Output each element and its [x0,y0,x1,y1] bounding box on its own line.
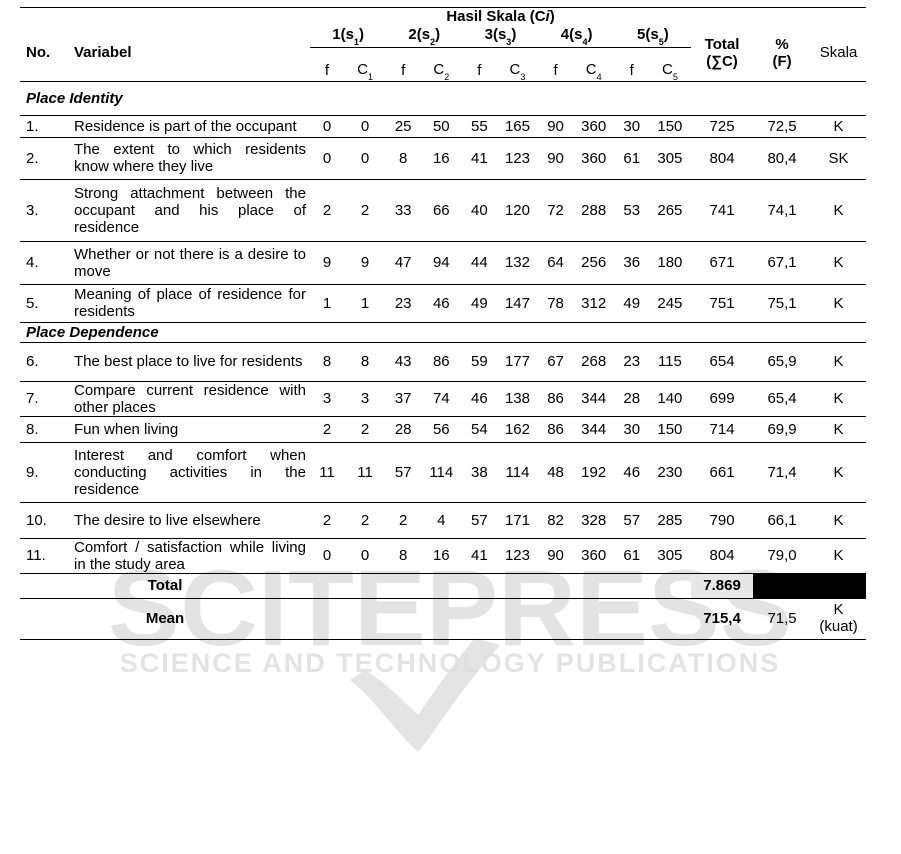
svg-text:SCIENCE AND TECHNOLOGY PUBLICA: SCIENCE AND TECHNOLOGY PUBLICATIONS [120,648,781,678]
